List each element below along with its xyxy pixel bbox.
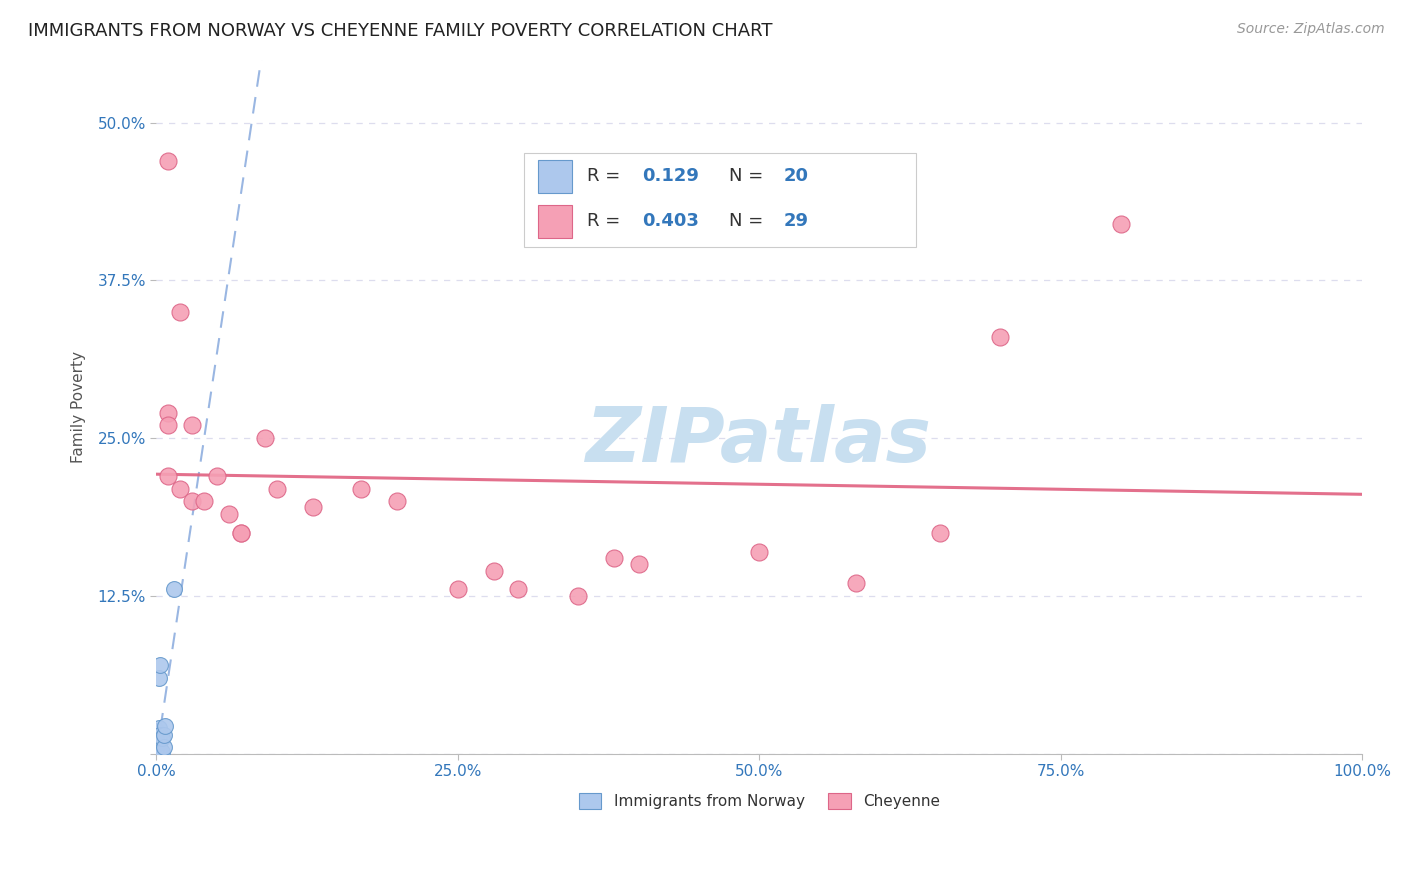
Text: N =: N = [728,167,769,186]
Point [567,589,589,603]
Legend: Immigrants from Norway, Cheyenne: Immigrants from Norway, Cheyenne [572,787,946,815]
Text: 29: 29 [783,212,808,230]
Text: Source: ZipAtlas.com: Source: ZipAtlas.com [1237,22,1385,37]
Text: IMMIGRANTS FROM NORWAY VS CHEYENNE FAMILY POVERTY CORRELATION CHART: IMMIGRANTS FROM NORWAY VS CHEYENNE FAMIL… [28,22,773,40]
Point [266,482,288,496]
Point [157,469,180,483]
Point [152,728,174,742]
Point [988,330,1011,344]
Point [148,731,170,746]
Point [229,525,252,540]
Text: 0.403: 0.403 [643,212,699,230]
Point [845,576,868,591]
Point [150,744,173,758]
Point [157,153,180,168]
Point [157,418,180,433]
Point [149,734,172,748]
Text: 20: 20 [783,167,808,186]
Text: N =: N = [728,212,769,230]
Point [150,731,173,746]
Point [146,734,169,748]
Point [302,500,325,515]
Point [482,564,505,578]
Point [218,507,240,521]
Point [506,582,529,597]
Point [929,525,952,540]
Point [181,418,204,433]
Point [148,721,170,735]
Point [153,719,176,733]
Text: 0.129: 0.129 [643,167,699,186]
Point [146,736,169,750]
Point [181,494,204,508]
Point [152,740,174,755]
Point [146,747,169,761]
Point [627,558,650,572]
Point [205,469,228,483]
Point [169,482,191,496]
Bar [524,153,915,247]
Bar [538,160,572,193]
Point [387,494,409,508]
Point [150,745,173,759]
Point [350,482,373,496]
Point [146,740,169,755]
Point [149,728,172,742]
Point [149,658,172,673]
Text: R =: R = [586,212,626,230]
Point [193,494,215,508]
Point [163,582,186,597]
Point [148,743,170,757]
Point [149,744,172,758]
Point [603,551,626,566]
Point [229,525,252,540]
Point [146,723,169,738]
Point [1109,217,1132,231]
Text: R =: R = [586,167,626,186]
Y-axis label: Family Poverty: Family Poverty [72,351,86,463]
Point [157,406,180,420]
Bar [538,204,572,238]
Point [447,582,470,597]
Point [253,431,276,445]
Point [748,544,770,558]
Point [148,671,170,685]
Point [169,305,191,319]
Text: ZIPatlas: ZIPatlas [586,404,932,478]
